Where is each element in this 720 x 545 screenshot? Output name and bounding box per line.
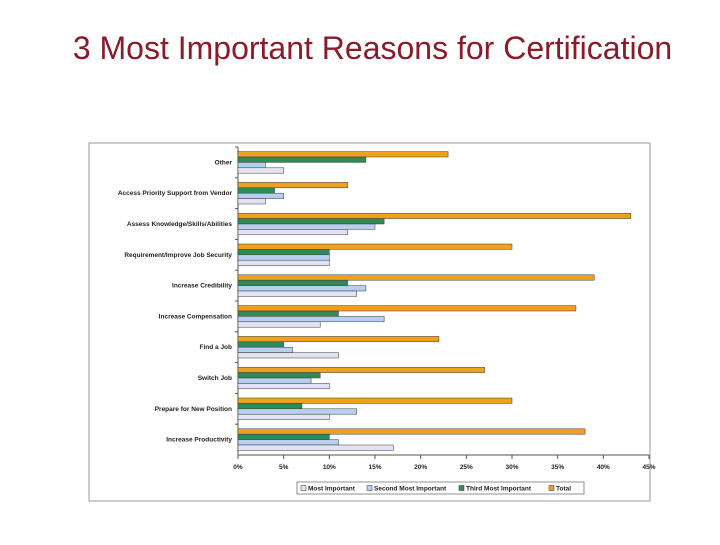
bar-most-important (237, 198, 266, 205)
bar-total (237, 428, 586, 435)
bar-second-most-important (237, 254, 330, 261)
legend-swatch (458, 485, 465, 491)
bar-third-most-important (237, 279, 348, 286)
bar-most-important (237, 229, 348, 236)
legend-swatch (300, 485, 307, 491)
bar-total (237, 366, 485, 373)
bar-third-most-important (237, 403, 303, 410)
x-tick-label: 10% (323, 464, 336, 471)
bar-most-important (237, 321, 321, 328)
category-label: Requirement/Improve Job Security (124, 252, 232, 259)
legend-label: Third Most Important (466, 486, 532, 493)
category-label: Find a Job (200, 344, 233, 351)
bar-most-important (237, 259, 330, 266)
x-tick-label: 15% (368, 464, 381, 471)
category-label: Prepare for New Position (155, 406, 232, 413)
bar-most-important (237, 413, 330, 420)
x-tick-label: 0% (233, 464, 243, 471)
bar-most-important (237, 444, 394, 451)
bar-second-most-important (237, 346, 294, 353)
bar-second-most-important (237, 439, 339, 446)
category-label: Access Priority Support from Vendor (118, 190, 233, 197)
bar-second-most-important (237, 408, 357, 415)
bar-total (237, 151, 449, 158)
x-tick-label: 40% (597, 464, 610, 471)
legend-box (296, 481, 585, 495)
bar-total (237, 397, 513, 404)
category-label: Increase Productivity (166, 437, 232, 444)
bar-third-most-important (237, 341, 284, 348)
x-tick-label: 45% (642, 464, 655, 471)
bar-second-most-important (237, 162, 266, 169)
legend-label: Second Most Important (374, 486, 447, 493)
bar-total (237, 182, 348, 189)
bar-third-most-important (237, 249, 330, 256)
bar-total (237, 212, 631, 219)
bar-second-most-important (237, 316, 385, 323)
bar-second-most-important (237, 285, 367, 292)
x-tick-label: 35% (551, 464, 564, 471)
bar-third-most-important (237, 433, 330, 440)
x-tick-label: 20% (414, 464, 427, 471)
category-label: Switch Job (198, 375, 232, 382)
bar-most-important (237, 167, 284, 174)
legend-label: Total (556, 486, 571, 493)
bar-total (237, 305, 577, 312)
x-tick-label: 5% (279, 464, 289, 471)
bar-second-most-important (237, 223, 376, 230)
bar-total (237, 243, 513, 250)
legend-swatch (366, 485, 373, 491)
bar-total (237, 336, 440, 343)
category-label: Assess Knowledge/Skills/Abilities (127, 221, 233, 228)
bar-second-most-important (237, 377, 312, 384)
bar-most-important (237, 383, 330, 390)
category-label: Other (215, 159, 233, 166)
bar-third-most-important (237, 310, 339, 317)
bar-third-most-important (237, 372, 321, 379)
bar-total (237, 274, 595, 281)
bar-third-most-important (237, 156, 367, 163)
slide-title: 3 Most Important Reasons for Certificati… (72, 30, 673, 66)
bar-second-most-important (237, 192, 284, 199)
x-tick-label: 30% (505, 464, 518, 471)
bar-third-most-important (237, 187, 275, 194)
legend-swatch (548, 485, 555, 491)
x-tick-label: 25% (460, 464, 473, 471)
bar-most-important (237, 352, 339, 359)
category-label: Increase Credibility (172, 283, 232, 290)
bar-third-most-important (237, 218, 385, 225)
bar-most-important (237, 290, 357, 297)
category-label: Increase Compensation (159, 313, 232, 320)
legend-label: Most Important (308, 486, 356, 493)
